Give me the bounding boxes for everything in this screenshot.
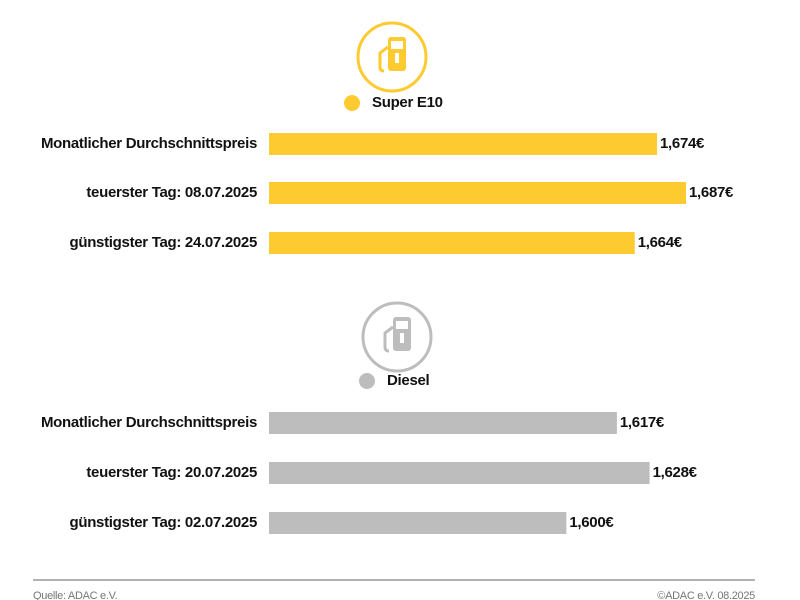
bar [269,462,650,484]
category-label: teuerster Tag: 20.07.2025 [86,464,257,481]
bar [269,182,687,204]
category-label: Monatlicher Durchschnittspreis [41,135,257,152]
source: Quelle: ADAC e.V. [33,590,118,600]
bar [269,232,635,254]
value-label: 1,674€ [660,135,705,152]
copyright: ©ADAC e.V. 08.2025 [657,590,755,600]
value-label: 1,600€ [569,514,614,531]
value-label: 1,617€ [620,414,665,431]
value-label: 1,687€ [689,184,734,201]
bar [269,133,658,155]
legend-marker [344,95,360,111]
legend-marker [359,373,375,389]
category-label: Monatlicher Durchschnittspreis [41,414,257,431]
bar [269,512,567,534]
category-label: günstigster Tag: 02.07.2025 [69,514,257,531]
category-label: günstigster Tag: 24.07.2025 [69,234,257,251]
fuel-icon [356,21,428,93]
fuel-icon [361,301,433,373]
legend-label: Super E10 [372,94,443,111]
value-label: 1,628€ [653,464,698,481]
value-label: 1,664€ [638,234,683,251]
bar [269,412,617,434]
legend-label: Diesel [387,372,430,389]
category-label: teuerster Tag: 08.07.2025 [86,184,257,201]
